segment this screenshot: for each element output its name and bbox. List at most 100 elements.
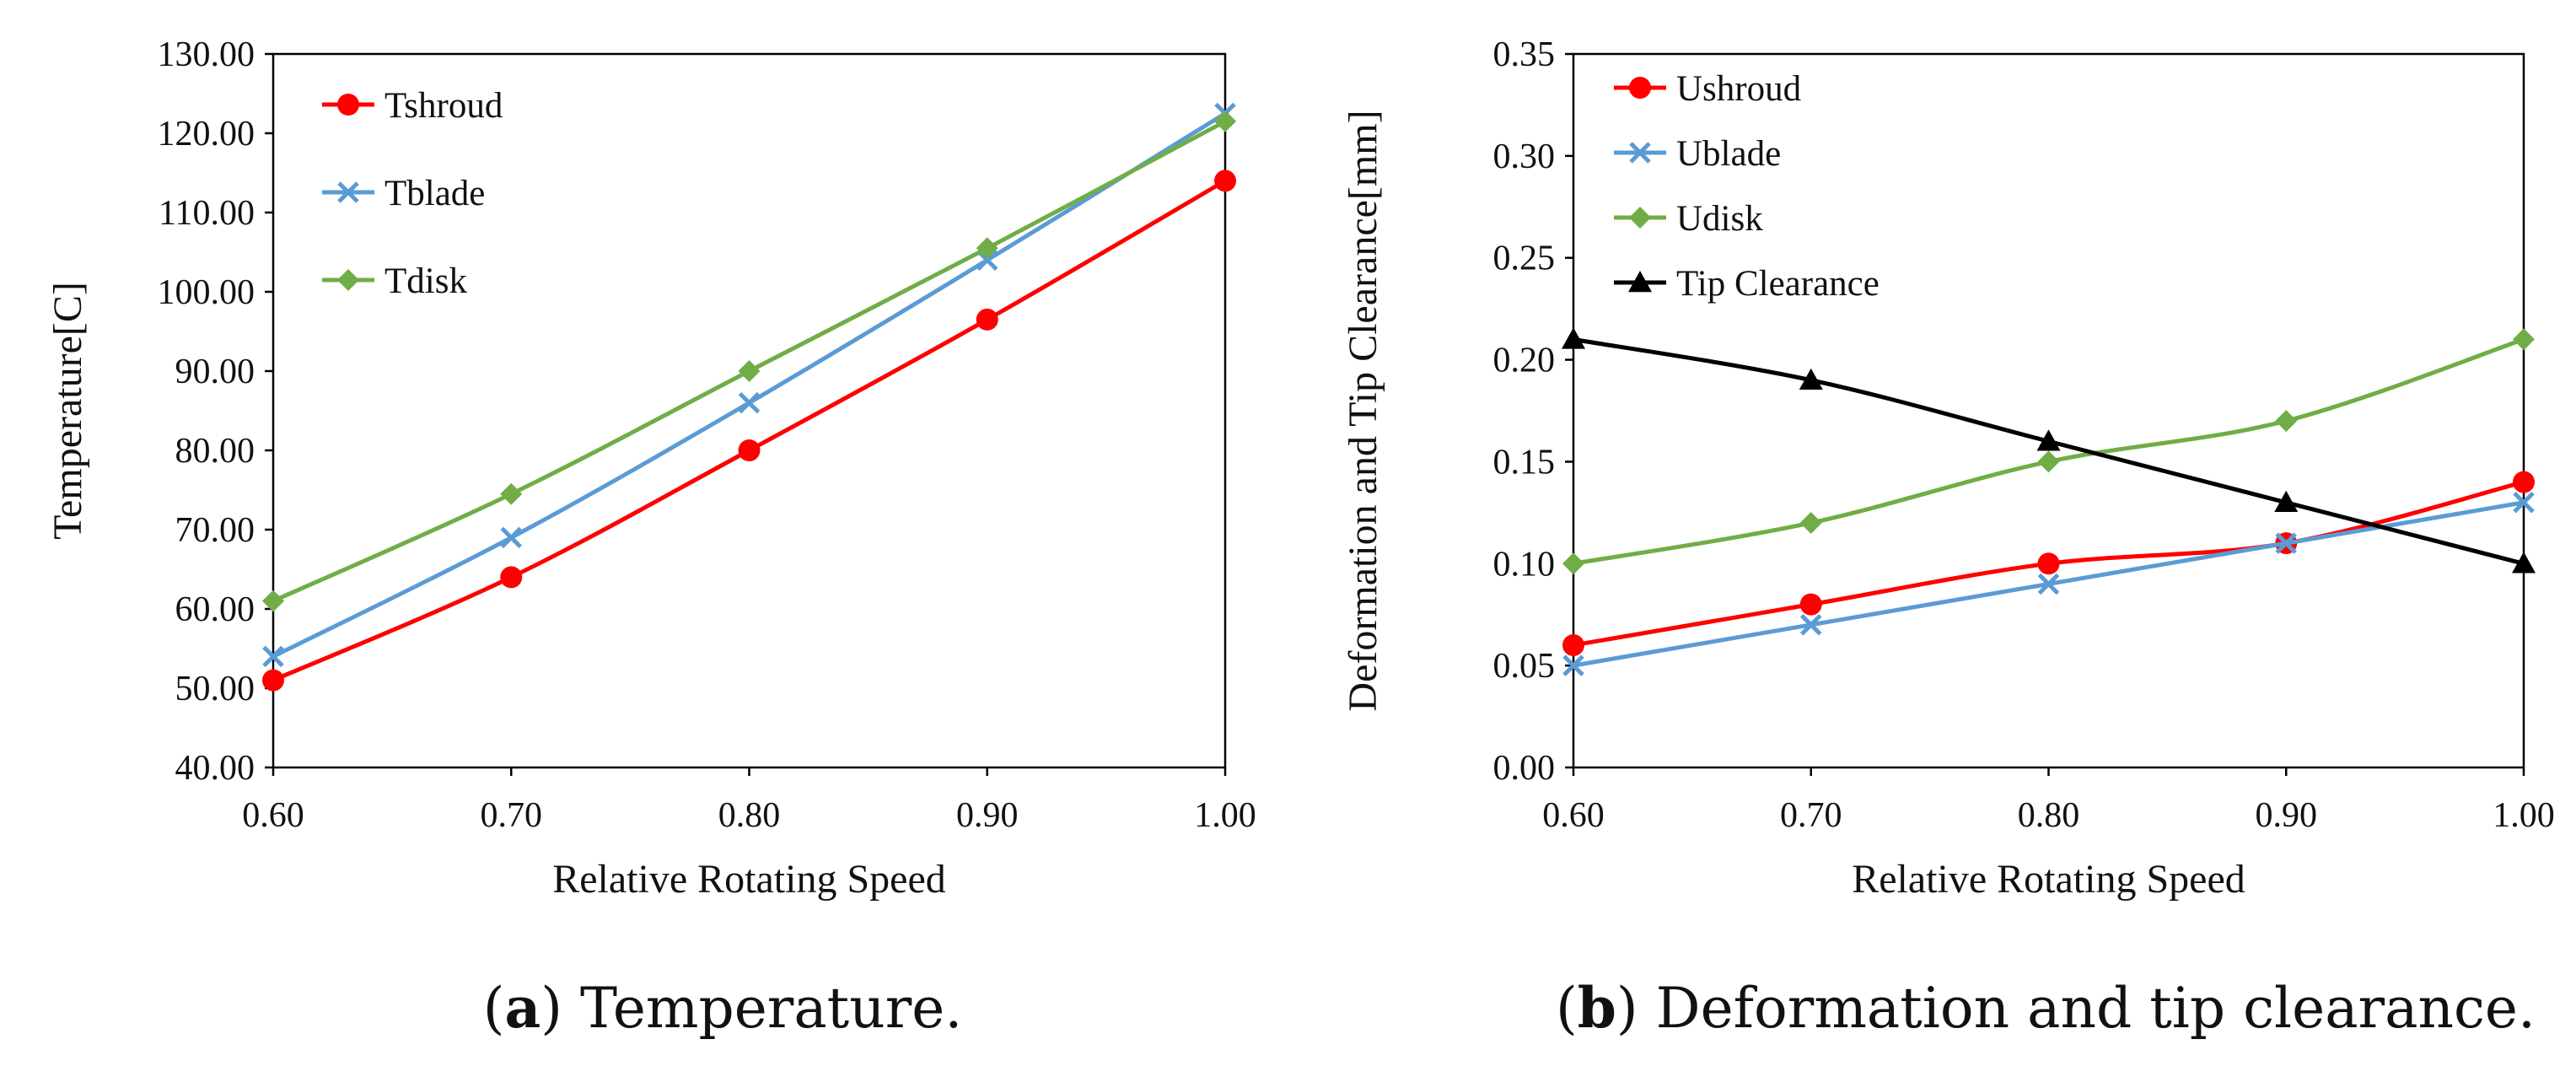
panel-a-data-point [976,249,998,272]
caption-a-letter: a [504,975,540,1041]
panel-b-data-point [1562,327,1585,349]
panel-a-y-tick-label: 60.00 [175,590,255,629]
caption-b: (b) Deformation and tip clearance. [1556,975,2536,1041]
panel-b-y-tick-label: 0.00 [1493,749,1556,788]
panel-b-y-tick-label: 0.15 [1493,443,1556,482]
panel-b-legend-marker [1629,207,1651,229]
panel-a-legend-marker [337,269,359,291]
panel-b-series-ublade [1562,492,2535,676]
panel-b-series-udisk [1562,328,2535,575]
panel-a-data-point [262,645,284,668]
panel-a-data-point [262,669,284,692]
panel-a-data-point [500,566,523,589]
panel-a-y-axis-title: Temperature[C] [46,282,90,540]
panel-b-y-tick-label: 0.20 [1493,342,1556,380]
panel-a-data-point [738,439,761,461]
panel-b-x-tick-label: 0.90 [2256,796,2318,835]
panel-a-data-point [976,308,998,331]
panel-b-data-point [2513,492,2535,514]
panel-a-data-point [738,360,761,382]
panel-b-x-tick-label: 0.70 [1780,796,1842,835]
panel-a-series-tshroud [262,170,1236,692]
panel-a-legend-marker [337,94,359,116]
panel-a-y-tick-label: 50.00 [175,670,255,708]
panel-a-y-tick-label: 90.00 [175,353,255,391]
panel-a-series-line [272,179,1227,682]
panel-b-legend-marker [1629,77,1651,99]
caption-b-letter: b [1578,975,1616,1041]
panel-b-y-axis-title: Deformation and Tip Clearance[mm] [1341,110,1385,711]
panel-b-x-tick-label: 1.00 [2493,796,2555,835]
panel-a-data-point [500,526,523,549]
panel-a-y-tick-label: 120.00 [158,115,255,153]
panel-b-data-point [2513,328,2535,351]
panel-b-x-tick-label: 0.60 [1542,796,1605,835]
panel-b-data-point [2037,573,2060,595]
panel-b-data-point [2275,410,2298,433]
panel-b-legend-entry: Ublade [1614,134,1781,174]
panel-a-plot-area [272,52,1227,769]
panel-a-y-tick-label: 70.00 [175,511,255,550]
panel-b-data-point [1562,552,1584,575]
panel-b-data-point [2512,552,2536,574]
panel-a-data-point [500,482,523,505]
panel-b-y-tick-label: 0.10 [1493,545,1556,584]
caption-a: (a) Temperature. [483,975,963,1041]
panel-a-data-point [738,391,761,414]
panel-b-data-point [1799,368,1823,390]
panel-b-y-tick-label: 0.35 [1493,35,1556,74]
panel-a-legend-entry: Tblade [322,174,485,213]
panel-b-legend-entry: Tip Clearance [1614,264,1880,304]
panel-a-data-point [976,237,998,260]
panel-a-x-tick-label: 0.60 [242,796,304,835]
panel-b-legend-label: Tip Clearance [1676,264,1880,304]
panel-a-y-tick-label: 100.00 [158,273,255,312]
panel-a-data-point [262,590,284,612]
panel-a-temperature-chart: 40.00 50.00 60.00 70.00 80.00 90.00 100.00 110.… [46,35,1256,902]
panel-a-data-point [1214,170,1236,192]
panel-b-y-tick-label: 0.25 [1493,240,1556,278]
panel-b-data-point [2037,552,2060,575]
panel-a-x-tick-label: 0.70 [481,796,543,835]
panel-a-y-tick-label: 40.00 [175,749,255,788]
panel-b-deformation-chart: 0.00 0.05 0.10 0.15 0.20 0.25 0.30 0.35 0.60 0.70… [1341,35,2555,902]
panel-b-data-point [2036,429,2061,451]
panel-b-legend-marker [1629,142,1651,164]
panel-a-y-tick-label: 110.00 [159,194,255,233]
panel-b-legend-label: Ublade [1676,134,1781,174]
panel-b-data-point [1799,511,1822,534]
panel-b-data-point [2037,450,2060,473]
panel-a-legend-entry: Tdisk [322,261,467,301]
panel-b-y-tick-label: 0.05 [1493,647,1556,686]
panel-b-data-point [1799,593,1822,616]
panel-b-legend-label: Udisk [1676,199,1763,239]
panel-b-legend-entry: Udisk [1614,199,1763,239]
panel-b-y-tick-label: 0.30 [1493,137,1556,176]
panel-b-data-point [2513,471,2535,493]
panel-a-legend-label: Tdisk [385,261,467,301]
panel-b-legend-marker [1628,271,1652,293]
panel-a-y-tick-label: 80.00 [175,432,255,471]
panel-a-x-tick-label: 0.90 [956,796,1019,835]
panel-a-y-tick-label: 130.00 [158,35,255,74]
panel-a-x-tick-label: 1.00 [1194,796,1256,835]
panel-a-x-tick-label: 0.80 [718,796,781,835]
panel-b-legend-label: Ushroud [1676,69,1801,109]
panel-a-x-axis-title: Relative Rotating Speed [552,857,946,902]
panel-b-legend-entry: Ushroud [1614,69,1801,109]
panel-b-data-point [2274,490,2299,512]
panel-a-legend-label: Tshroud [385,86,503,126]
panel-a-series-tdisk [262,110,1236,612]
panel-a-legend-label: Tblade [385,174,485,213]
panel-b-series-tip-clearance [1562,327,2536,574]
panel-b-series-ushroud [1562,471,2535,656]
panel-b-data-point [1562,633,1584,656]
panel-b-x-tick-label: 0.80 [2018,796,2080,835]
caption-a-text: Temperature. [580,976,962,1041]
caption-b-text: Deformation and tip clearance. [1656,976,2536,1041]
panel-a-data-point [1214,110,1236,132]
panel-a-legend-entry: Tshroud [322,86,503,126]
panel-b-data-point [1562,654,1584,676]
panel-b-data-point [1799,614,1822,636]
